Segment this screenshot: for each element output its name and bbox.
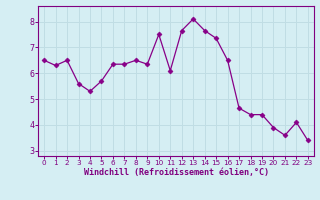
X-axis label: Windchill (Refroidissement éolien,°C): Windchill (Refroidissement éolien,°C)	[84, 168, 268, 177]
